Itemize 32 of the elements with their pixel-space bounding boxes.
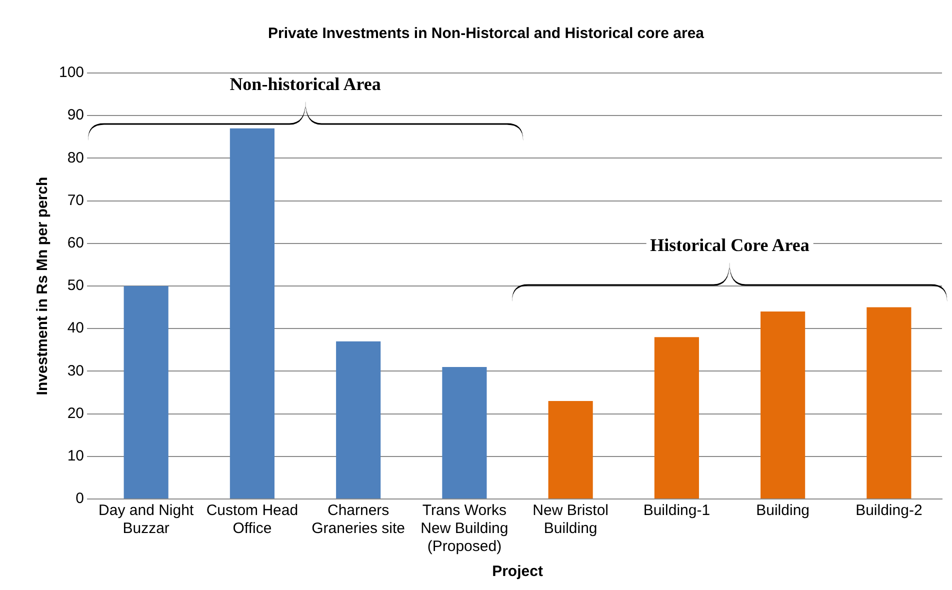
y-tick-label: 80	[67, 149, 84, 166]
x-tick-label: Building-1	[643, 502, 710, 520]
bar	[760, 312, 806, 498]
bar	[124, 286, 168, 498]
x-tick-label: Building-2	[856, 502, 922, 520]
y-tick-label: 50	[67, 277, 84, 294]
annotation: Non-historical Area	[226, 74, 385, 95]
chart-title: Private Investments in Non-Historcal and Historical core area	[268, 25, 705, 42]
y-tick-label: 30	[67, 362, 84, 380]
x-tick-label: Building	[756, 502, 810, 520]
bar	[654, 337, 699, 498]
bar	[548, 401, 593, 498]
y-tick-label: 90	[67, 106, 84, 124]
x-tick-label: Trans Works New Building (Proposed)	[420, 502, 508, 556]
x-tick-label: Day and Night Buzzar	[98, 502, 194, 538]
bar	[336, 341, 381, 498]
bar	[230, 128, 274, 498]
y-tick-label: 100	[58, 64, 84, 82]
y-tick-label: 60	[67, 234, 84, 252]
x-tick-label: Charners Graneries site	[312, 502, 406, 538]
y-tick-label: 40	[67, 320, 84, 337]
bar	[866, 307, 912, 498]
x-tick-label: New Bristol Building	[532, 502, 609, 538]
y-axis-title: Investment in Rs Mn per perch	[34, 176, 52, 396]
y-tick-label: 0	[76, 490, 84, 508]
x-tick-label: Custom Head Office	[206, 502, 298, 538]
y-tick-label: 70	[67, 192, 84, 209]
y-tick-label: 10	[67, 448, 84, 465]
annotation: Historical Core Area	[646, 235, 814, 256]
x-axis-title: Project	[492, 563, 543, 580]
y-tick-label: 20	[67, 404, 84, 422]
bar	[442, 366, 487, 498]
